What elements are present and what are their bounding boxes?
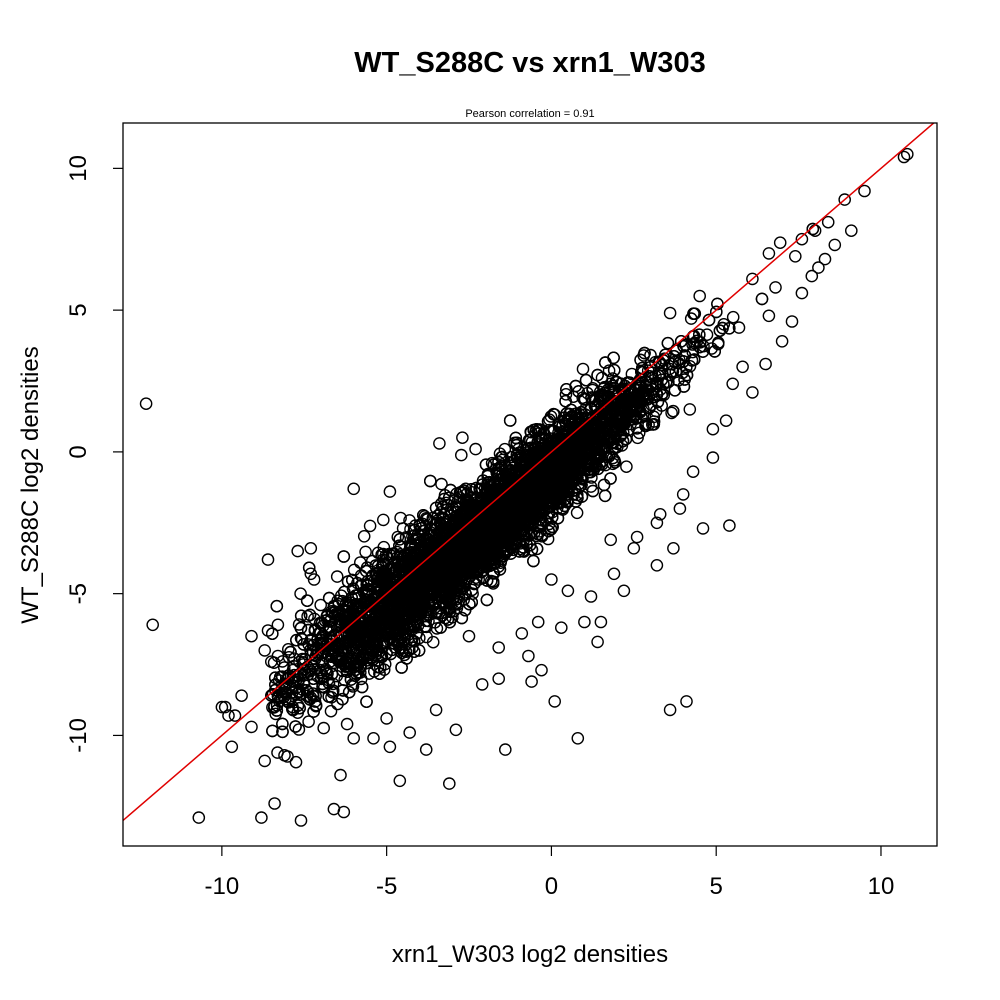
- data-point: [426, 635, 440, 649]
- data-point: [726, 310, 740, 324]
- data-point: [644, 348, 657, 362]
- data-point: [607, 351, 620, 365]
- data-point: [363, 519, 377, 533]
- data-point: [570, 506, 584, 520]
- data-point: [350, 641, 364, 655]
- data-point: [607, 363, 621, 377]
- data-point: [454, 448, 468, 462]
- data-point: [591, 368, 604, 382]
- data-point: [281, 643, 295, 656]
- data-point: [559, 387, 573, 401]
- data-point: [371, 660, 385, 674]
- data-point: [271, 746, 284, 759]
- data-point: [300, 689, 314, 703]
- data-point: [302, 715, 315, 729]
- data-point: [465, 595, 479, 609]
- data-point: [479, 458, 493, 472]
- data-point: [324, 704, 338, 718]
- data-point: [661, 336, 675, 350]
- chart-title: WT_S288C vs xrn1_W303: [354, 47, 705, 79]
- data-point: [403, 514, 416, 527]
- data-point: [435, 477, 448, 491]
- data-point: [773, 236, 787, 249]
- data-point: [289, 755, 303, 769]
- data-point: [292, 723, 306, 736]
- data-point: [713, 324, 727, 338]
- data-point: [755, 292, 769, 306]
- data-point: [303, 608, 317, 622]
- data-point: [354, 653, 368, 666]
- data-point: [559, 394, 572, 408]
- chart-subtitle: Pearson correlation = 0.91: [465, 108, 594, 120]
- data-point: [359, 545, 372, 559]
- data-point: [294, 587, 307, 601]
- data-point: [294, 609, 308, 623]
- data-point: [620, 460, 633, 474]
- data-point: [666, 404, 680, 418]
- data-point: [313, 663, 327, 677]
- data-point: [602, 364, 616, 378]
- data-point: [700, 328, 714, 342]
- data-point: [649, 404, 663, 418]
- data-point: [503, 414, 517, 427]
- data-point: [732, 321, 746, 334]
- data-point: [576, 362, 590, 376]
- data-point: [665, 406, 678, 420]
- data-point: [687, 307, 700, 321]
- data-point: [465, 583, 479, 597]
- data-point: [383, 547, 396, 561]
- data-point: [541, 532, 555, 546]
- points-layer: [139, 147, 914, 827]
- data-point: [288, 652, 301, 666]
- data-point: [336, 692, 349, 706]
- data-point: [300, 594, 314, 608]
- data-point: [712, 336, 725, 349]
- data-point: [302, 561, 316, 575]
- data-point: [530, 542, 544, 556]
- data-point: [716, 321, 729, 335]
- data-point: [560, 382, 573, 396]
- data-point: [498, 442, 512, 456]
- data-point: [347, 563, 361, 577]
- data-point: [317, 721, 331, 735]
- data-point: [455, 611, 469, 625]
- data-point: [357, 530, 371, 543]
